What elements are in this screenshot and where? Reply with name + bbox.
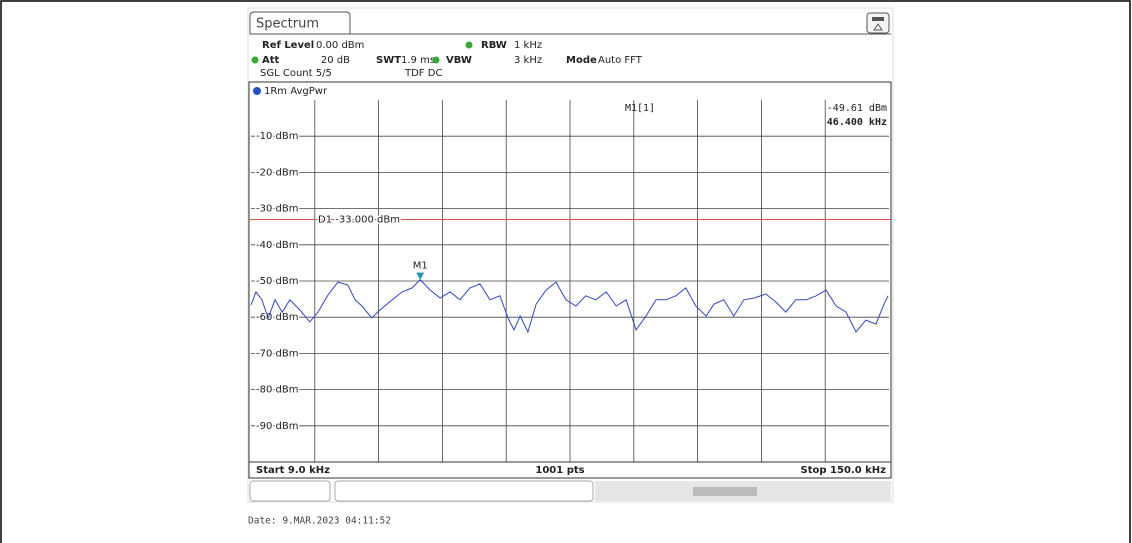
status-dot <box>432 56 440 64</box>
value: TDF DC <box>404 68 442 79</box>
marker-y: -49.61 dBm <box>827 103 887 114</box>
plot: D1 -33.000 dBm M1 M1[1] -49.61 dBm 46.400 kH… <box>249 103 891 334</box>
tab <box>249 11 351 34</box>
marker-label: M1 <box>413 261 428 272</box>
label: Ref Level <box>262 40 314 51</box>
tab-title: Spectrum <box>256 17 319 32</box>
status-dot <box>251 56 259 64</box>
value: 1 kHz <box>514 40 542 51</box>
label: Att <box>262 55 280 66</box>
y-tick-label: -90 dBm <box>256 421 298 432</box>
y-tick-label: -60 dBm <box>256 312 298 323</box>
status-indicator <box>693 487 757 496</box>
y-tick-label: -20 dBm <box>256 167 298 178</box>
label: RBW <box>481 40 507 51</box>
value: 3 kHz <box>514 55 542 66</box>
value: 0.00 dBm <box>316 40 364 51</box>
status-dot <box>465 41 473 49</box>
label: SWT <box>376 55 401 66</box>
status-field <box>334 480 594 502</box>
value: Auto FFT <box>598 55 643 66</box>
trace-dot <box>253 87 261 95</box>
marker-readout: M1[1] <box>625 103 655 114</box>
value: 1.9 ms <box>401 55 435 66</box>
points-label: 1001 pts <box>535 465 584 476</box>
trace-label: 1Rm AvgPwr <box>264 86 328 97</box>
date: Date: 9.MAR.2023 04:11:52 <box>248 516 391 527</box>
display-line-label: D1 -33.000 dBm <box>318 214 400 225</box>
label: VBW <box>446 55 472 66</box>
marker <box>416 272 425 280</box>
status-field <box>249 480 331 502</box>
start-label: Start 9.0 kHz <box>256 465 330 476</box>
y-tick-label: -80 dBm <box>256 385 298 396</box>
y-tick-label: -10 dBm <box>256 131 298 142</box>
stop-label: Stop 150.0 kHz <box>801 465 887 476</box>
label: Mode <box>566 55 597 66</box>
icon-part <box>873 23 883 31</box>
marker-x: 46.400 kHz <box>827 117 887 128</box>
y-tick-label: -70 dBm <box>256 348 298 359</box>
y-tick-label: -40 dBm <box>256 240 298 251</box>
grid: -10 dBm -20 dBm -30 dBm -40 dBm -50 dBm -60 d… <box>251 100 889 462</box>
value: 20 dB <box>321 55 350 66</box>
y-tick-label: -30 dBm <box>256 204 298 215</box>
y-tick-label: -50 dBm <box>256 276 298 287</box>
icon-part <box>872 17 884 21</box>
value: SGL Count 5/5 <box>260 68 332 79</box>
trace-line <box>250 278 889 334</box>
